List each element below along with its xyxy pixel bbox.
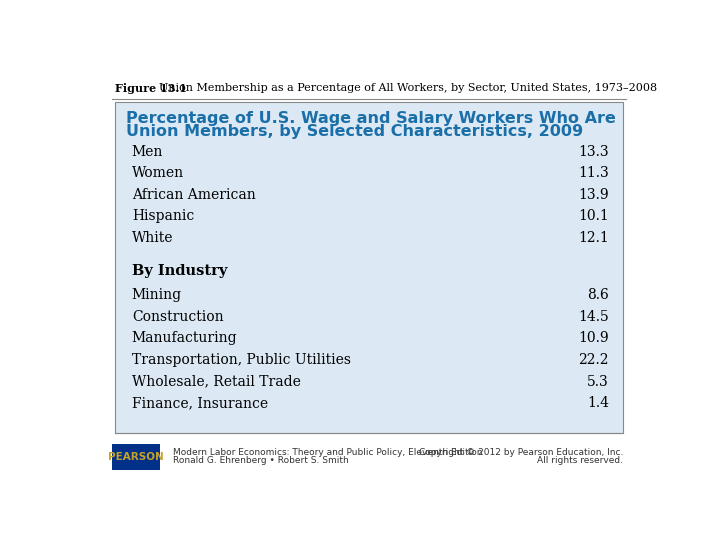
Text: 22.2: 22.2 xyxy=(578,353,609,367)
Text: All rights reserved.: All rights reserved. xyxy=(537,456,623,465)
Text: 5.3: 5.3 xyxy=(588,375,609,389)
Text: 1.4: 1.4 xyxy=(587,396,609,410)
FancyBboxPatch shape xyxy=(115,102,623,433)
Text: 12.1: 12.1 xyxy=(578,231,609,245)
Text: Modern Labor Economics: Theory and Public Policy, Eleventh Edition: Modern Labor Economics: Theory and Publi… xyxy=(173,448,482,457)
Text: Transportation, Public Utilities: Transportation, Public Utilities xyxy=(132,353,351,367)
Text: 11.3: 11.3 xyxy=(578,166,609,180)
Text: Ronald G. Ehrenberg • Robert S. Smith: Ronald G. Ehrenberg • Robert S. Smith xyxy=(173,456,348,465)
Text: Percentage of U.S. Wage and Salary Workers Who Are: Percentage of U.S. Wage and Salary Worke… xyxy=(126,111,616,126)
Text: Hispanic: Hispanic xyxy=(132,210,194,224)
Text: By Industry: By Industry xyxy=(132,265,228,279)
Text: Finance, Insurance: Finance, Insurance xyxy=(132,396,268,410)
Text: 10.9: 10.9 xyxy=(578,332,609,345)
Text: 14.5: 14.5 xyxy=(578,310,609,323)
Text: 10.1: 10.1 xyxy=(578,210,609,224)
Text: 13.3: 13.3 xyxy=(578,145,609,159)
Text: Manufacturing: Manufacturing xyxy=(132,332,238,345)
Text: Copyright © 2012 by Pearson Education, Inc.: Copyright © 2012 by Pearson Education, I… xyxy=(418,448,623,457)
Text: Figure 13.1: Figure 13.1 xyxy=(115,83,187,93)
Text: 8.6: 8.6 xyxy=(588,288,609,302)
Text: Union Membership as a Percentage of All Workers, by Sector, United States, 1973–: Union Membership as a Percentage of All … xyxy=(158,83,657,93)
Text: Mining: Mining xyxy=(132,288,182,302)
Text: African American: African American xyxy=(132,188,256,202)
FancyBboxPatch shape xyxy=(112,444,160,470)
Text: PEARSON: PEARSON xyxy=(108,452,164,462)
Text: Men: Men xyxy=(132,145,163,159)
Text: 13.9: 13.9 xyxy=(578,188,609,202)
Text: Women: Women xyxy=(132,166,184,180)
Text: Wholesale, Retail Trade: Wholesale, Retail Trade xyxy=(132,375,301,389)
Text: White: White xyxy=(132,231,174,245)
Text: Construction: Construction xyxy=(132,310,223,323)
Text: Union Members, by Selected Characteristics, 2009: Union Members, by Selected Characteristi… xyxy=(126,124,583,139)
